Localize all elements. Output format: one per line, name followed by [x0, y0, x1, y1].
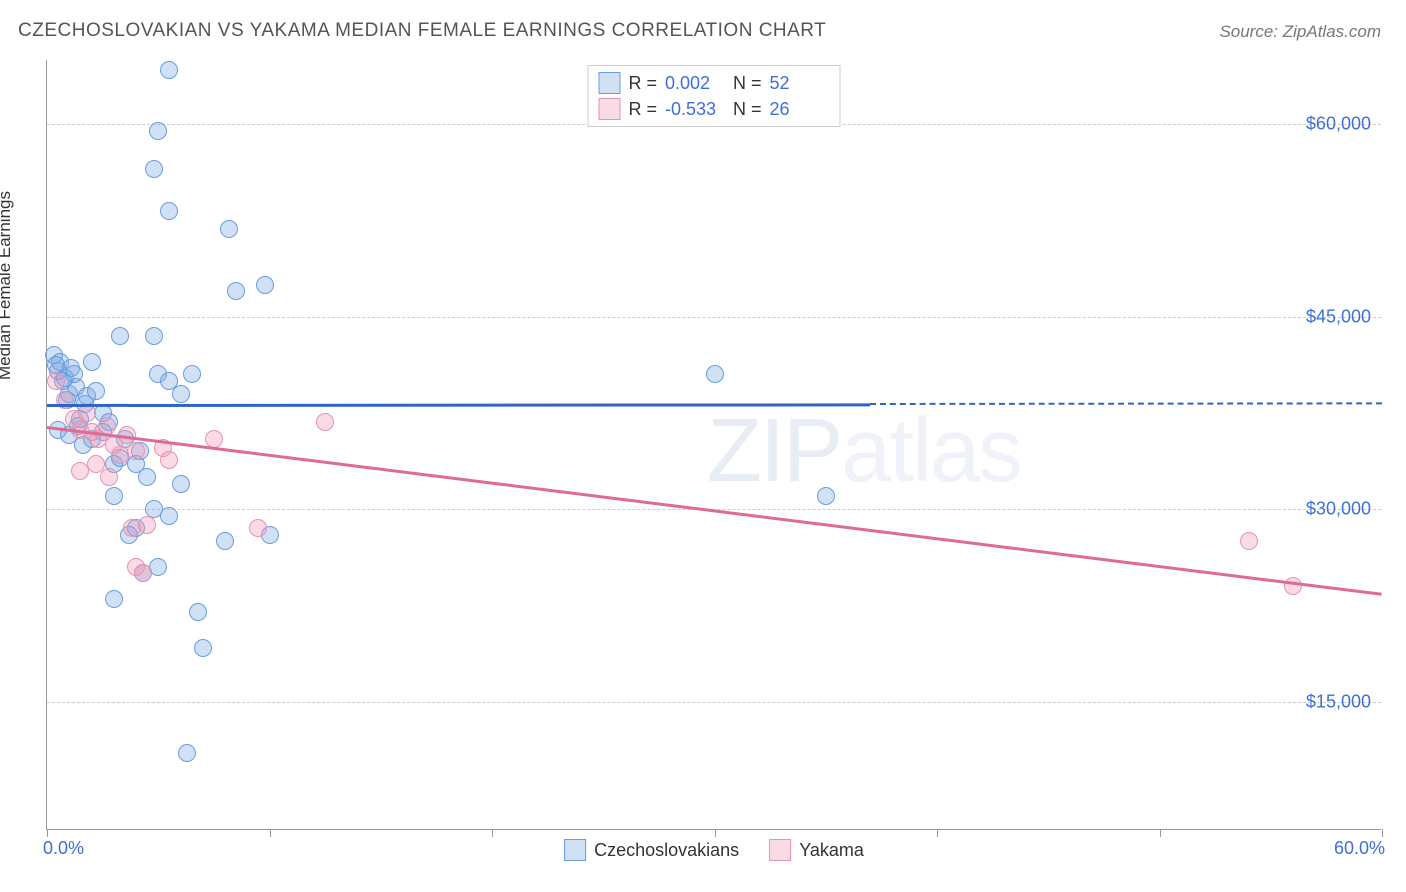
regression-line [870, 403, 1382, 406]
legend-label-series1: Czechoslovakians [594, 840, 739, 861]
legend-item-series1: Czechoslovakians [564, 839, 739, 861]
scatter-point [178, 744, 196, 762]
x-label-max: 60.0% [1334, 838, 1385, 859]
scatter-point [172, 475, 190, 493]
plot-area: ZIPatlas $15,000 $30,000 $45,000 $60,000 R … [46, 60, 1381, 830]
scatter-point [83, 353, 101, 371]
y-tick-label: $30,000 [1306, 499, 1371, 520]
scatter-point [47, 372, 65, 390]
scatter-point [220, 220, 238, 238]
source-attribution: Source: ZipAtlas.com [1219, 22, 1381, 42]
scatter-point [1240, 532, 1258, 550]
r-value-series1: 0.002 [665, 73, 725, 94]
scatter-point [160, 61, 178, 79]
scatter-point [249, 519, 267, 537]
watermark: ZIPatlas [707, 400, 1021, 503]
scatter-point [160, 451, 178, 469]
scatter-point [817, 487, 835, 505]
legend-swatch-series2 [769, 839, 791, 861]
chart-title: CZECHOSLOVAKIAN VS YAKAMA MEDIAN FEMALE … [18, 20, 826, 42]
scatter-point [138, 468, 156, 486]
scatter-point [172, 385, 190, 403]
regression-line [47, 426, 1382, 595]
y-tick-label: $15,000 [1306, 691, 1371, 712]
legend-item-series2: Yakama [769, 839, 864, 861]
scatter-point [111, 327, 129, 345]
swatch-series2 [598, 98, 620, 120]
scatter-point [87, 382, 105, 400]
x-label-min: 0.0% [43, 838, 84, 859]
stats-row-series2: R = -0.533 N = 26 [598, 96, 829, 122]
y-tick-label: $60,000 [1306, 114, 1371, 135]
scatter-point [216, 532, 234, 550]
scatter-point [706, 365, 724, 383]
legend-label-series2: Yakama [799, 840, 864, 861]
scatter-point [78, 404, 96, 422]
n-value-series2: 26 [770, 99, 830, 120]
n-value-series1: 52 [770, 73, 830, 94]
scatter-point [134, 564, 152, 582]
scatter-point [127, 442, 145, 460]
scatter-point [256, 276, 274, 294]
y-tick-label: $45,000 [1306, 306, 1371, 327]
scatter-point [105, 590, 123, 608]
regression-line [47, 403, 870, 406]
legend-swatch-series1 [564, 839, 586, 861]
stats-box: R = 0.002 N = 52 R = -0.533 N = 26 [587, 65, 840, 127]
scatter-point [149, 558, 167, 576]
scatter-point [205, 430, 223, 448]
scatter-point [105, 487, 123, 505]
scatter-point [160, 507, 178, 525]
scatter-point [183, 365, 201, 383]
scatter-point [227, 282, 245, 300]
scatter-point [145, 160, 163, 178]
scatter-point [100, 468, 118, 486]
scatter-point [145, 327, 163, 345]
scatter-point [189, 603, 207, 621]
swatch-series1 [598, 72, 620, 94]
stats-row-series1: R = 0.002 N = 52 [598, 70, 829, 96]
scatter-point [65, 365, 83, 383]
scatter-point [138, 516, 156, 534]
scatter-point [194, 639, 212, 657]
scatter-point [316, 413, 334, 431]
scatter-point [149, 122, 167, 140]
bottom-legend: Czechoslovakians Yakama [564, 839, 864, 861]
y-axis-label: Median Female Earnings [0, 191, 15, 380]
scatter-point [160, 202, 178, 220]
r-value-series2: -0.533 [665, 99, 725, 120]
scatter-point [1284, 577, 1302, 595]
